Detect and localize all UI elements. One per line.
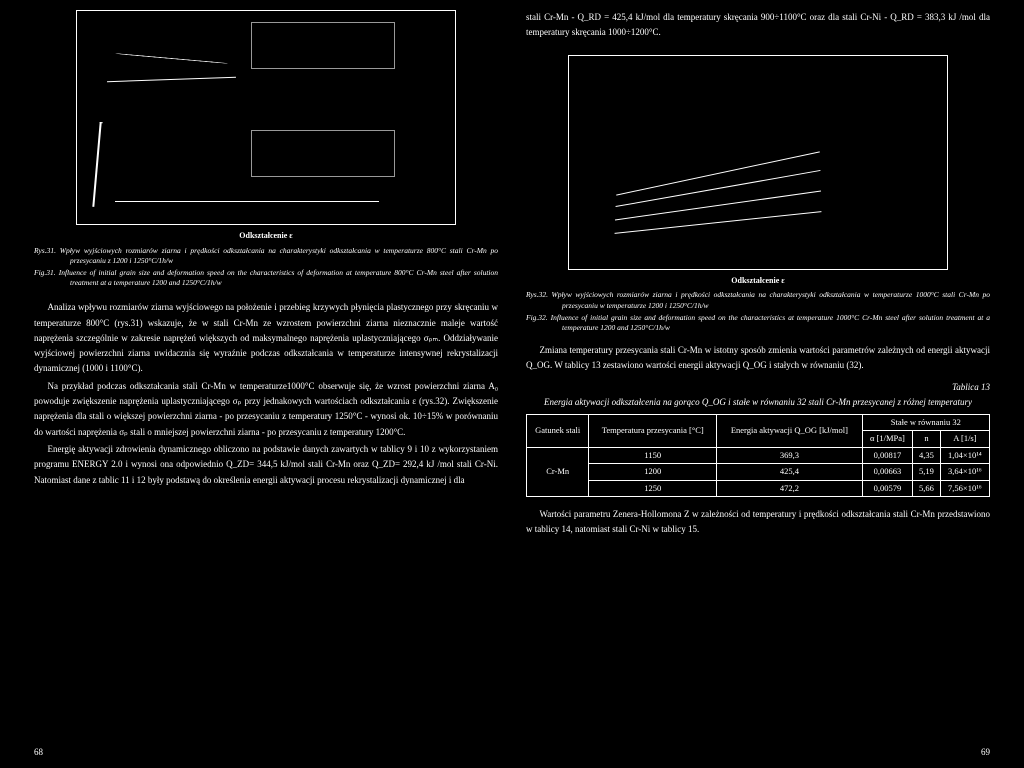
th-temp: Temperatura przesycania [°C] bbox=[589, 414, 717, 447]
td-q: 425,4 bbox=[717, 464, 862, 480]
td-n: 5,19 bbox=[913, 464, 941, 480]
figure-32-xlabel: Odkształcenie ε bbox=[526, 276, 990, 287]
td-q: 369,3 bbox=[717, 447, 862, 463]
td-steel: Cr-Mn bbox=[527, 447, 589, 496]
td-t: 1250 bbox=[589, 480, 717, 496]
td-t: 1200 bbox=[589, 464, 717, 480]
th-A: A [1/s] bbox=[940, 431, 989, 447]
table13-title: Tablica 13 bbox=[526, 381, 990, 393]
figure-31-caption-en: Fig.31. Influence of initial grain size … bbox=[34, 268, 498, 288]
table13: Gatunek stali Temperatura przesycania [°… bbox=[526, 414, 990, 497]
table13-subtitle: Energia aktywacji odkształcenia na gorąc… bbox=[526, 396, 990, 408]
right-para1: Zmiana temperatury przesycania stali Cr-… bbox=[526, 343, 990, 374]
th-energy: Energia aktywacji Q_OG [kJ/mol] bbox=[717, 414, 862, 447]
td-q: 472,2 bbox=[717, 480, 862, 496]
figure-31-frame bbox=[76, 10, 456, 225]
td-A: 1,04×10¹⁴ bbox=[940, 447, 989, 463]
td-A: 7,56×10¹⁶ bbox=[940, 480, 989, 496]
right-continuation-line: stali Cr-Mn - Q_RD = 425,4 kJ/mol dla te… bbox=[526, 10, 990, 41]
figure-32-caption-en: Fig.32. Influence of initial grain size … bbox=[526, 313, 990, 333]
left-para3: Energię aktywacji zdrowienia dynamiczneg… bbox=[34, 442, 498, 488]
td-a: 0,00663 bbox=[862, 464, 913, 480]
figure-31-xlabel: Odkształcenie ε bbox=[34, 231, 498, 242]
td-a: 0,00579 bbox=[862, 480, 913, 496]
left-body: Analiza wpływu rozmiarów ziarna wyjściow… bbox=[34, 300, 498, 490]
td-n: 5,66 bbox=[913, 480, 941, 496]
th-n: n bbox=[913, 431, 941, 447]
td-t: 1150 bbox=[589, 447, 717, 463]
table-row: Gatunek stali Temperatura przesycania [°… bbox=[527, 414, 990, 430]
table-row: 1200 425,4 0,00663 5,19 3,64×10¹⁶ bbox=[527, 464, 990, 480]
right-para2: Wartości parametru Zenera-Hollomona Z w … bbox=[526, 507, 990, 538]
right-para1-wrap: Zmiana temperatury przesycania stali Cr-… bbox=[526, 343, 990, 376]
figure-32-frame bbox=[568, 55, 948, 270]
td-A: 3,64×10¹⁶ bbox=[940, 464, 989, 480]
th-alpha: α [1/MPa] bbox=[862, 431, 913, 447]
th-consts: Stałe w równaniu 32 bbox=[862, 414, 989, 430]
td-a: 0,00817 bbox=[862, 447, 913, 463]
right-para2-wrap: Wartości parametru Zenera-Hollomona Z w … bbox=[526, 507, 990, 540]
page-right: stali Cr-Mn - Q_RD = 425,4 kJ/mol dla te… bbox=[512, 10, 1004, 758]
left-para2: Na przykład podczas odkształcania stali … bbox=[34, 379, 498, 440]
left-para1: Analiza wpływu rozmiarów ziarna wyjściow… bbox=[34, 300, 498, 376]
th-steel: Gatunek stali bbox=[527, 414, 589, 447]
page-number-right: 69 bbox=[526, 746, 990, 758]
table-row: Cr-Mn 1150 369,3 0,00817 4,35 1,04×10¹⁴ bbox=[527, 447, 990, 463]
td-n: 4,35 bbox=[913, 447, 941, 463]
figure-32-caption-pl: Rys.32. Wpływ wyjściowych rozmiarów ziar… bbox=[526, 290, 990, 310]
page-left: Odkształcenie ε Rys.31. Wpływ wyjściowyc… bbox=[20, 10, 512, 758]
page-number-left: 68 bbox=[34, 746, 498, 758]
figure-31-caption-pl: Rys.31. Wpływ wyjściowych rozmiarów ziar… bbox=[34, 246, 498, 266]
table-row: 1250 472,2 0,00579 5,66 7,56×10¹⁶ bbox=[527, 480, 990, 496]
